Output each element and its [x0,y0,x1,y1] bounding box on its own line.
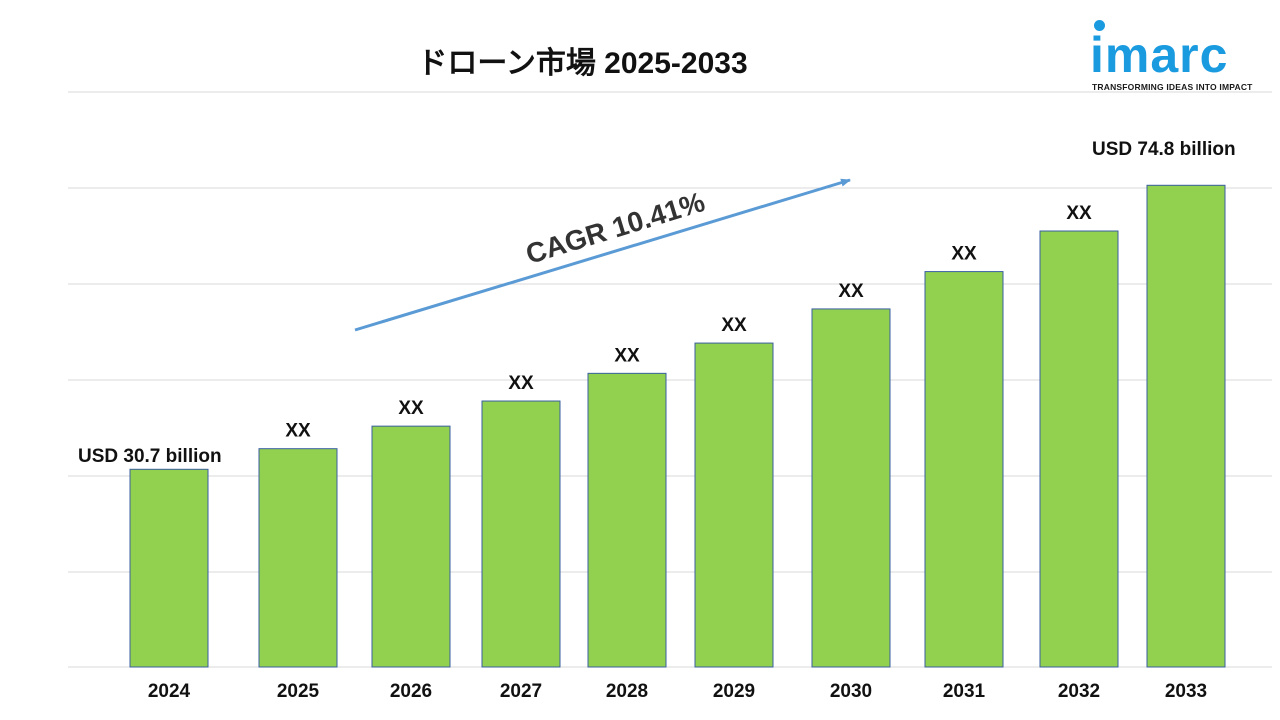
bar-2029 [694,342,774,668]
bar-2027 [481,400,561,668]
data-label-2030: XX [838,281,864,302]
bar-2025 [258,448,338,668]
bar-2032 [1039,230,1119,668]
data-label-2029: XX [721,315,747,336]
x-axis-ticks: 2024 2025 2026 2027 2028 2029 2030 2031 2032 2033 [148,681,1207,702]
data-label-2032: XX [1066,203,1092,224]
bars [129,184,1226,668]
x-tick-2030: 2030 [830,681,872,702]
cagr-arrow [354,178,851,332]
x-tick-2029: 2029 [713,681,755,702]
bar-2031 [924,271,1004,668]
bar-2024 [129,468,209,668]
cagr-label: CAGR 10.41% [522,186,708,270]
data-label-2033: USD 74.8 billion [1092,139,1236,160]
x-tick-2026: 2026 [390,681,432,702]
bar-2030 [811,308,891,668]
data-label-2031: XX [951,244,977,265]
x-tick-2024: 2024 [148,681,191,702]
bar-2028 [587,372,667,668]
chart-title: ドローン市場 2025-2033 [417,47,748,80]
logo-wordmark: imarc [1090,27,1229,83]
data-label-2028: XX [614,345,640,366]
imarc-logo: imarc TRANSFORMING IDEAS INTO IMPACT [1088,18,1272,96]
x-tick-2032: 2032 [1058,681,1100,702]
bar-2033 [1146,184,1226,668]
x-tick-2027: 2027 [500,681,542,702]
data-label-2027: XX [508,373,534,394]
data-label-2026: XX [398,398,424,419]
bar-2026 [371,425,451,668]
logo-tagline: TRANSFORMING IDEAS INTO IMPACT [1092,82,1253,92]
data-labels: USD 30.7 billion XX XX XX XX XX XX XX XX USD 74.8… [78,139,1236,467]
x-tick-2028: 2028 [606,681,648,702]
x-tick-2025: 2025 [277,681,320,702]
x-tick-2031: 2031 [943,681,986,702]
data-label-2025: XX [285,421,311,442]
logo-dot [1094,20,1105,31]
data-label-2024: USD 30.7 billion [78,446,222,467]
x-tick-2033: 2033 [1165,681,1207,702]
